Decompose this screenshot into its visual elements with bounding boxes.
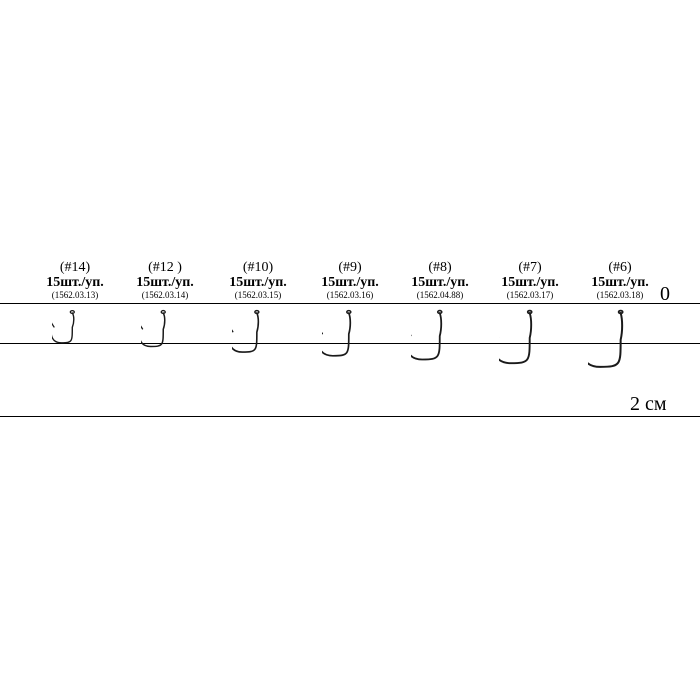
hook-icon (141, 303, 178, 353)
hook-col: (#14)15шт./уп.(1562.03.13) (30, 260, 120, 301)
hook-icon (499, 303, 549, 371)
hook-icon (411, 303, 458, 367)
hook-code-label: (1562.04.88) (395, 291, 485, 301)
hook-code-label: (1562.03.15) (213, 291, 303, 301)
hooks-row: (#14)15шт./уп.(1562.03.13)(#12 )15шт./уп… (0, 0, 700, 700)
hook-size-label: (#6) (575, 260, 665, 275)
hook-icon (588, 303, 641, 375)
hook-pack-label: 15шт./уп. (305, 275, 395, 290)
hook-code-label: (1562.03.16) (305, 291, 395, 301)
hook-size-label: (#9) (305, 260, 395, 275)
hook-col: (#12 )15шт./уп.(1562.03.14) (120, 260, 210, 301)
hook-pack-label: 15шт./уп. (395, 275, 485, 290)
hook-col: (#6)15шт./уп.(1562.03.18) (575, 260, 665, 301)
hook-size-label: (#12 ) (120, 260, 210, 275)
hook-pack-label: 15шт./уп. (120, 275, 210, 290)
hook-col: (#8)15шт./уп.(1562.04.88) (395, 260, 485, 301)
hook-size-label: (#14) (30, 260, 120, 275)
hook-pack-label: 15шт./уп. (213, 275, 303, 290)
hook-code-label: (1562.03.17) (485, 291, 575, 301)
hook-code-label: (1562.03.14) (120, 291, 210, 301)
hook-size-label: (#8) (395, 260, 485, 275)
hook-icon (232, 303, 273, 359)
hook-size-label: (#7) (485, 260, 575, 275)
hook-icon (322, 303, 366, 363)
hook-code-label: (1562.03.13) (30, 291, 120, 301)
hook-pack-label: 15шт./уп. (485, 275, 575, 290)
hook-code-label: (1562.03.18) (575, 291, 665, 301)
hook-chart-canvas: 0 2 см (#14)15шт./уп.(1562.03.13)(#12 )1… (0, 0, 700, 700)
hook-col: (#10)15шт./уп.(1562.03.15) (213, 260, 303, 301)
hook-pack-label: 15шт./уп. (575, 275, 665, 290)
hook-size-label: (#10) (213, 260, 303, 275)
hook-col: (#7)15шт./уп.(1562.03.17) (485, 260, 575, 301)
hook-col: (#9)15шт./уп.(1562.03.16) (305, 260, 395, 301)
hook-icon (52, 303, 86, 349)
hook-pack-label: 15шт./уп. (30, 275, 120, 290)
